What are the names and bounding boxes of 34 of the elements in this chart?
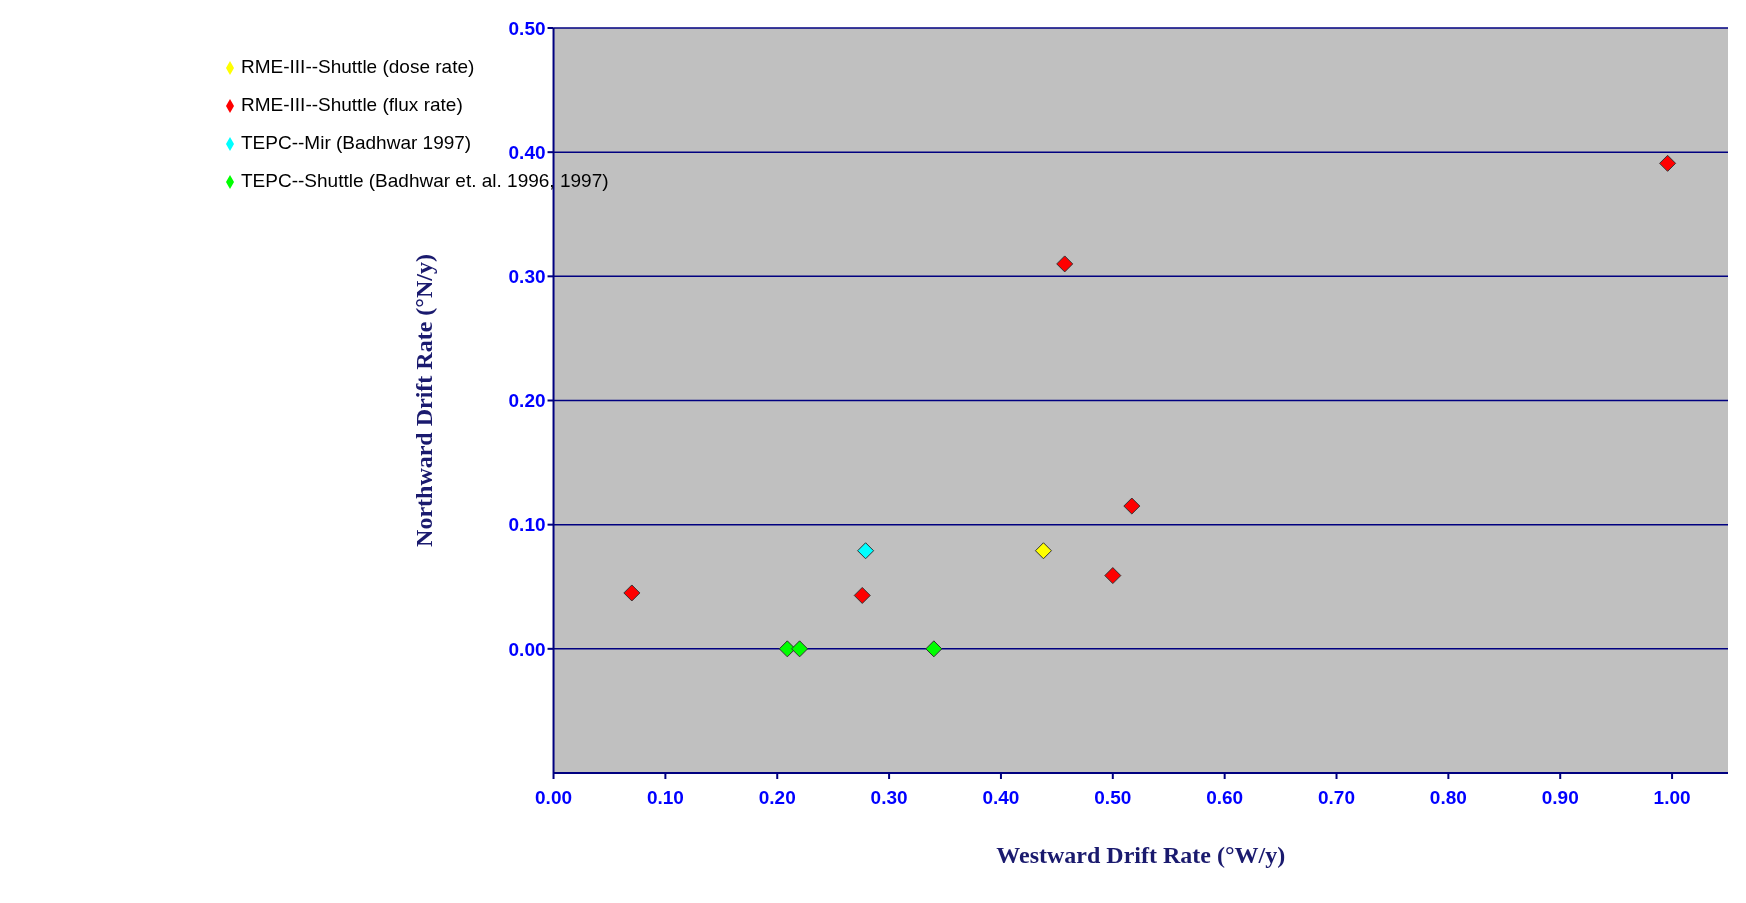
x-tick-label: 0.40 xyxy=(982,787,1020,809)
y-tick-label: 0.00 xyxy=(508,638,546,660)
x-tick-label: 0.70 xyxy=(1318,787,1355,809)
y-tick-label: 0.20 xyxy=(508,390,546,412)
point xyxy=(791,640,809,658)
x-tick-label: 0.60 xyxy=(1206,787,1244,809)
x-tick-label: 0.90 xyxy=(1541,787,1579,809)
y-tick-label: 0.40 xyxy=(508,141,546,163)
point xyxy=(925,640,943,658)
x-axis-title: Westward Drift Rate (°W/y) xyxy=(996,842,1286,868)
x-tick-label: 1.00 xyxy=(1653,787,1691,809)
legend-label: RME-III--Shuttle (dose rate) xyxy=(241,56,475,77)
legend-label: RME-III--Shuttle (flux rate) xyxy=(241,94,463,115)
point xyxy=(1659,154,1677,172)
point xyxy=(623,584,641,602)
x-tick-label: 0.80 xyxy=(1429,787,1467,809)
y-tick-label: 0.50 xyxy=(508,17,546,39)
x-tick-label: 0.30 xyxy=(870,787,908,809)
point xyxy=(778,640,796,658)
legend-label: TEPC--Shuttle (Badhwar et. al. 1996, 1997) xyxy=(241,170,609,191)
x-tick-label: 0.20 xyxy=(758,787,796,809)
point xyxy=(857,542,875,560)
legend-label: TEPC--Mir (Badhwar 1997) xyxy=(241,132,472,153)
y-tick-label: 0.30 xyxy=(508,266,546,288)
x-tick-label: 0.10 xyxy=(646,787,684,809)
point xyxy=(1034,542,1052,560)
y-axis-title: Northward Drift Rate (°N/y) xyxy=(411,254,438,547)
point xyxy=(1123,497,1141,515)
x-tick-label: 0.50 xyxy=(1094,787,1132,809)
y-tick-label: 0.10 xyxy=(508,514,546,536)
point xyxy=(1104,567,1122,585)
point xyxy=(853,586,871,604)
x-tick-label: 0.00 xyxy=(535,787,573,809)
point xyxy=(1056,255,1074,273)
